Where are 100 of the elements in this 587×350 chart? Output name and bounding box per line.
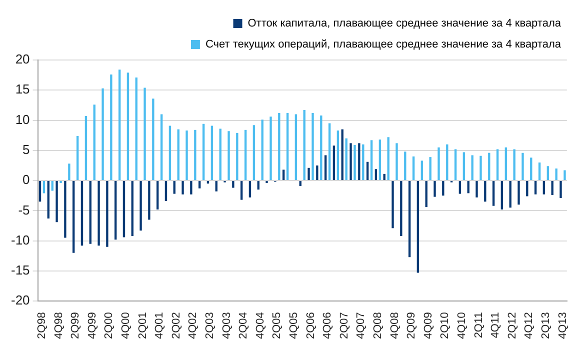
bar [206,181,210,184]
bar [228,131,230,180]
x-tick-label: 4Q99 [86,312,98,340]
bar [308,168,310,180]
bar [374,169,378,180]
x-tick-label: 4Q05 [288,312,300,340]
x-tick-label: 4Q08 [388,312,401,340]
bar [144,88,146,180]
x-tick-label: 4Q06 [322,312,334,340]
bar [387,137,390,180]
bar [546,166,550,180]
x-tick-label: 4Q10 [456,312,468,340]
bar [182,181,184,194]
x-tick-label: 2Q00 [103,312,116,340]
bar [248,181,252,198]
bar [542,181,546,194]
bar [236,132,238,180]
bar [51,181,54,191]
bar [416,181,420,273]
y-tick-label: 20 [15,52,30,67]
bar [215,181,218,192]
x-tick-label: 4Q12 [523,312,536,340]
bar [530,158,532,180]
bar [408,181,411,258]
bar [303,110,306,180]
bar [102,88,104,180]
bar [198,181,201,188]
y-tick-label: 10 [15,112,30,127]
bar [350,143,352,180]
bar [299,181,302,186]
bar [232,181,234,188]
bar [522,152,524,180]
bar [332,146,336,180]
bar [42,181,46,194]
bar [118,70,121,180]
bar [210,126,214,180]
x-tick-label: 2Q08 [372,312,384,340]
bar [110,74,112,180]
bar [404,152,406,180]
bar [126,72,130,180]
bar [538,162,541,180]
bar [328,123,331,180]
bar [336,130,340,180]
y-tick-label: 15 [15,82,30,97]
bar [560,181,562,198]
bar [467,181,470,194]
bar [564,170,566,180]
bar [412,156,415,180]
bar [324,155,327,180]
x-tick-label: 4Q00 [120,312,132,340]
bar [345,138,348,180]
bar [420,160,424,180]
bar [362,144,364,180]
x-tick-label: 4Q98 [52,312,65,340]
bar [446,144,448,180]
x-tick-label: 2Q12 [506,312,518,340]
x-tick-label: 2Q10 [439,312,452,340]
bar [366,162,369,180]
bar [244,130,247,180]
bar [282,170,285,180]
bar [526,181,528,196]
bar [194,130,196,180]
bar [190,181,192,194]
x-tick-label: 4Q03 [220,312,233,340]
bar [500,181,504,210]
bar [270,116,272,180]
bar [135,77,138,180]
bar [164,181,168,202]
x-tick-label: 2Q99 [70,312,82,340]
y-tick-label: 5 [22,142,30,157]
bar [429,157,432,180]
bar [140,181,142,231]
x-tick-label: 2Q05 [271,312,284,340]
y-tick-label: 0 [22,172,30,188]
bar [89,181,92,244]
bar [80,181,84,246]
bar [294,114,298,180]
x-tick-label: 4Q07 [355,312,368,340]
x-tick-label: 4Q04 [254,312,266,340]
bar [38,181,42,202]
bar [106,181,108,247]
bar [84,116,88,180]
legend-label: Счет текущих операций, плавающее среднее значение за 4 квартала [205,38,562,51]
bar [186,130,188,180]
bar [434,181,436,197]
bar [177,129,180,180]
bar [278,113,280,180]
bar [462,152,466,180]
x-tick-label: 4Q01 [154,312,166,340]
bar [480,156,482,180]
bar [72,181,75,253]
bar [240,181,243,200]
legend-label: Отток капитала, плавающее среднее значение за 4 квартала [248,18,562,30]
bar [438,147,440,180]
bar [257,181,260,190]
bar [131,181,134,236]
x-tick-label: 2Q13 [540,312,552,340]
bar [93,104,96,180]
bar [168,126,172,180]
bar [286,113,289,180]
